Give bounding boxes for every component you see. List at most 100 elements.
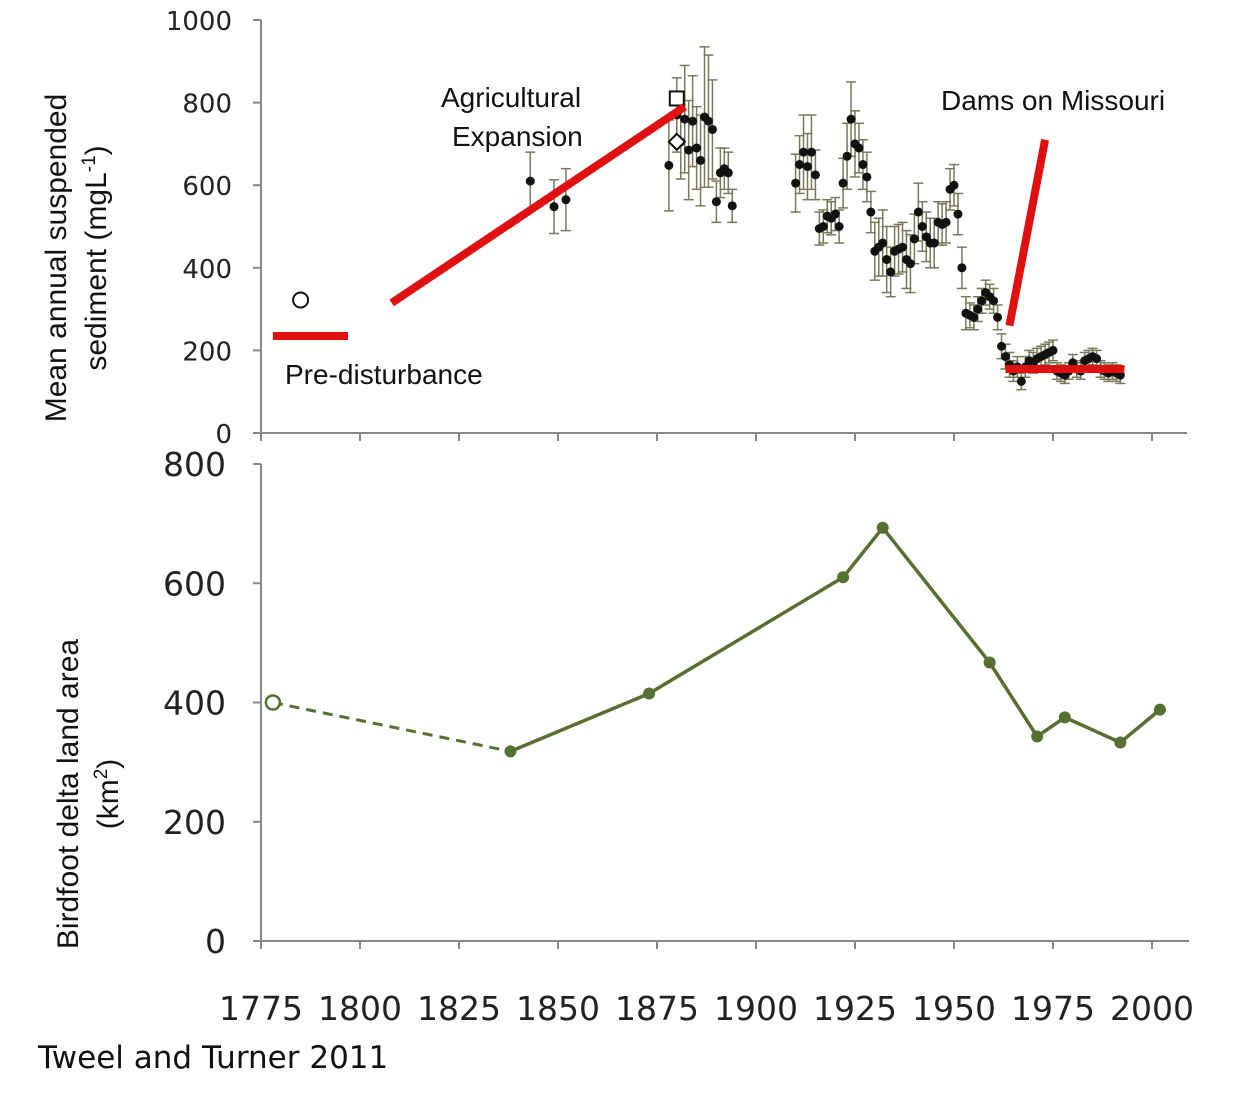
sediment-point: [802, 162, 812, 172]
sediment-point: [525, 176, 535, 186]
top-ytick-label: 0: [215, 420, 232, 450]
top-ytick-label: 400: [182, 255, 232, 285]
sediment-point: [723, 168, 733, 178]
sediment-point: [953, 209, 963, 219]
sediment-point: [1000, 352, 1010, 362]
bottom-xtick-label: 1850: [516, 989, 600, 1028]
sediment-point: [1092, 354, 1102, 364]
sediment-point: [862, 172, 872, 182]
sediment-point: [949, 180, 959, 190]
top-ytick-label: 200: [182, 337, 232, 367]
trend-line: [1005, 139, 1050, 327]
land-area-point: [643, 687, 656, 700]
sediment-point: [858, 160, 868, 170]
sediment-point: [846, 114, 856, 124]
sediment-point: [854, 143, 864, 153]
sediment-point: [707, 124, 717, 134]
sediment-point: [834, 222, 844, 231]
bottom-xtick-label: 1800: [318, 989, 402, 1028]
sediment-point: [905, 259, 915, 269]
sediment-point: [997, 341, 1007, 351]
top-ylabel-close: ): [80, 145, 113, 155]
sediment-point: [1016, 376, 1026, 386]
top-ytick-label: 800: [182, 90, 232, 120]
sediment-point: [830, 209, 840, 219]
sediment-point: [917, 222, 927, 231]
sediment-point: [989, 296, 999, 306]
bottom-ylabel-line2: (km: [92, 779, 125, 829]
dashed-series-line: [272, 701, 511, 753]
open-diamond-marker: [667, 132, 687, 152]
land-area-point: [1058, 711, 1071, 724]
sediment-point: [973, 304, 983, 314]
trend-line: [389, 103, 687, 307]
sediment-point: [799, 147, 809, 157]
sediment-point: [898, 242, 908, 252]
land-area-point: [504, 745, 517, 758]
sediment-point: [696, 155, 706, 165]
sediment-point: [680, 114, 690, 124]
top-ylabel-line1: Mean annual suspended: [40, 94, 73, 423]
land-area-point: [1153, 703, 1166, 716]
sediment-point: [711, 197, 721, 207]
bottom-xtick-label: 1975: [1011, 989, 1095, 1028]
sediment-point: [684, 145, 694, 155]
sediment-point: [727, 201, 737, 211]
bottom-ytick-label: 200: [163, 803, 226, 842]
bottom-y-axis-label: Birdfoot delta land area: [52, 639, 85, 950]
annotation-pre-disturbance: Pre-disturbance: [285, 359, 483, 390]
sediment-point: [791, 178, 801, 188]
top-ylabel-line2: sediment (mgL: [80, 172, 113, 370]
sediment-point: [842, 151, 852, 161]
sediment-point: [909, 234, 919, 244]
annotation-dams-on-missouri: Dams on Missouri: [941, 85, 1165, 116]
bottom-chart: 0 200 400 600 800 1775 1800 1825 1850 1875 1900 19…: [52, 445, 1194, 1028]
bottom-ylabel-close: ): [92, 759, 125, 769]
top-y-axis-label: Mean annual suspended: [40, 94, 73, 423]
top-ylabel-sup: -1: [79, 155, 100, 172]
sediment-point: [878, 238, 888, 248]
annotation-expansion: Expansion: [452, 121, 583, 152]
sediment-point: [941, 217, 951, 227]
open-square-marker: [668, 90, 685, 107]
sediment-point: [969, 312, 979, 322]
bottom-xtick-label: 2000: [1110, 989, 1194, 1028]
sediment-point: [866, 207, 876, 217]
land-area-point: [876, 521, 889, 534]
bottom-xtick-label: 1925: [813, 989, 897, 1028]
sediment-point: [795, 160, 805, 170]
top-chart: 0 200 400 600 800 1000 Pre-disturbance Agricu…: [40, 7, 1187, 450]
top-ytick-label: 600: [182, 172, 232, 202]
sediment-point: [561, 195, 571, 205]
land-area-point: [983, 656, 996, 669]
bottom-xtick-label: 1900: [714, 989, 798, 1028]
sediment-point: [838, 178, 848, 188]
sediment-point: [957, 263, 967, 273]
bottom-xtick-label: 1825: [417, 989, 501, 1028]
bottom-xtick-label: 1875: [615, 989, 699, 1028]
open-circle-marker: [292, 291, 310, 309]
annotation-agricultural: Agricultural: [441, 82, 581, 113]
bottom-xtick-label: 1950: [912, 989, 996, 1028]
sediment-point: [977, 296, 987, 306]
bottom-xtick-label: 1775: [219, 989, 303, 1028]
sediment-point: [993, 312, 1003, 322]
sediment-point: [703, 116, 713, 126]
top-ytick-label: 1000: [166, 7, 232, 37]
top-y-axis-label-2: sediment (mgL-1): [79, 145, 113, 370]
land-area-point: [837, 571, 850, 584]
bottom-y-axis-label-2: (km2): [91, 759, 125, 830]
bottom-ytick-label: 800: [163, 445, 226, 484]
sediment-point: [886, 267, 896, 277]
land-area-point: [1114, 736, 1127, 749]
sediment-point: [806, 147, 816, 157]
sediment-point: [913, 207, 923, 217]
bottom-ytick-label: 0: [205, 922, 226, 961]
sediment-point: [549, 202, 559, 212]
sediment-point: [688, 116, 698, 126]
sediment-point: [882, 255, 892, 265]
sediment-point: [818, 222, 828, 231]
sediment-point: [810, 170, 820, 180]
bottom-ytick-label: 600: [163, 564, 226, 603]
